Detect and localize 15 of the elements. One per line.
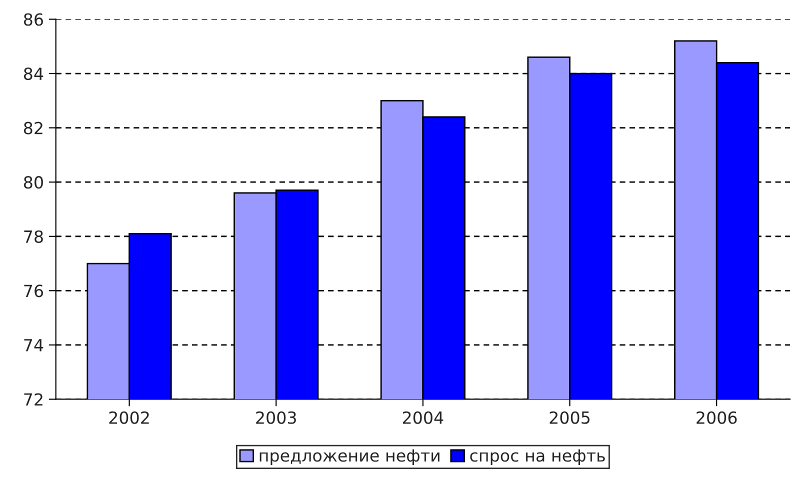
y-tick-label: 72 <box>24 393 42 406</box>
y-tick-label: 74 <box>24 339 44 352</box>
x-tick-label: 2004 <box>402 411 444 424</box>
y-tick-label: 76 <box>24 284 44 298</box>
y-tick-label: 78 <box>24 230 43 243</box>
legend-label: предложение нефти <box>260 449 440 466</box>
x-tick-label: 2006 <box>696 411 737 424</box>
x-tick-label: 2005 <box>550 411 590 424</box>
y-tick-label: 82 <box>24 122 42 134</box>
y-tick-label: 86 <box>24 13 44 26</box>
legend-label: спрос на нефть <box>470 449 605 466</box>
x-tick-label: 2002 <box>109 411 149 424</box>
y-tick-label: 80 <box>24 176 43 189</box>
x-tick-label: 2003 <box>256 411 296 424</box>
y-tick-label: 84 <box>24 67 44 80</box>
